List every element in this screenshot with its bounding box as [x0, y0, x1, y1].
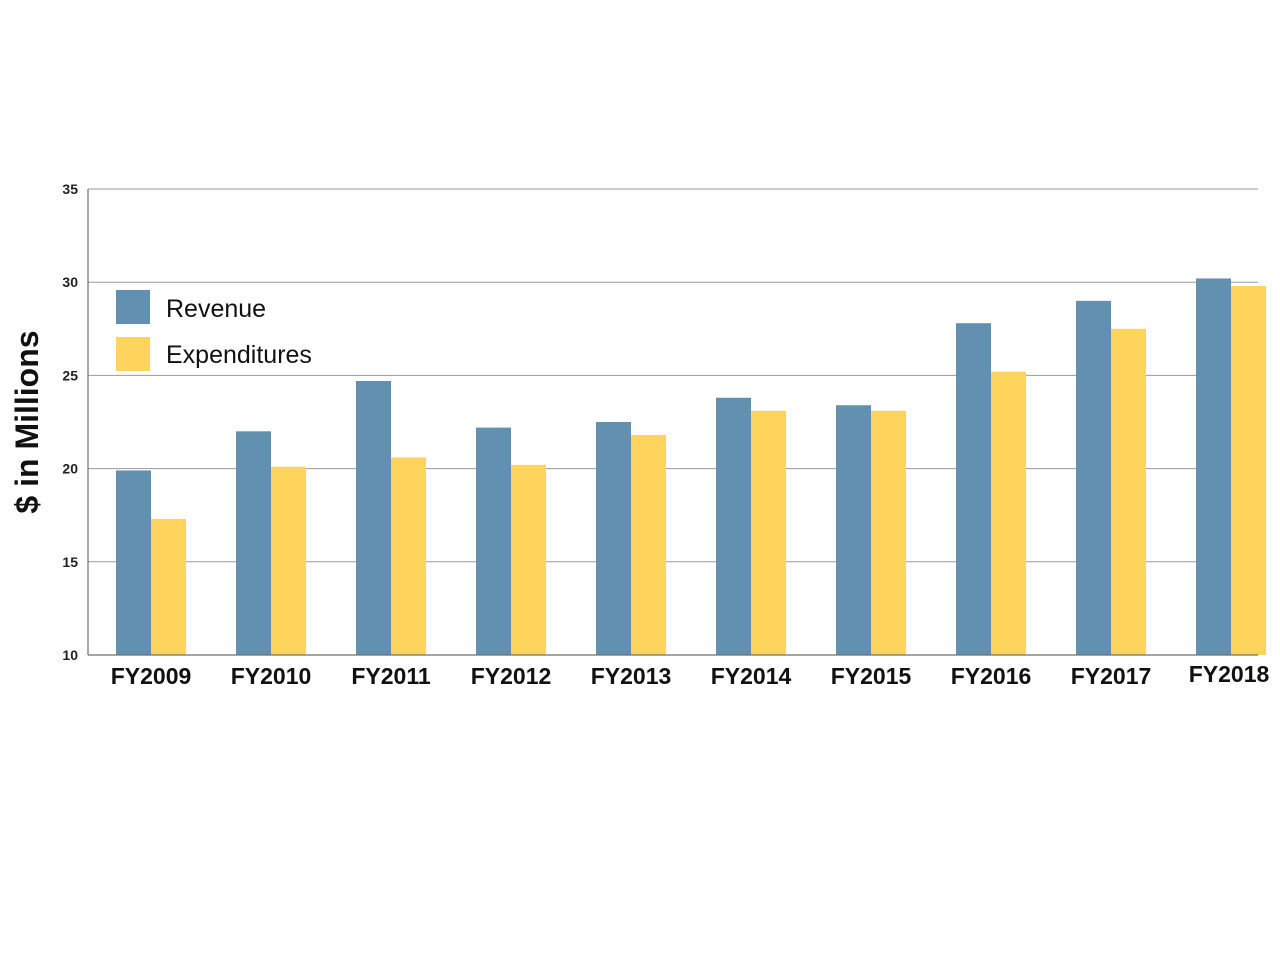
x-tick-label: FY2014 [711, 663, 792, 689]
legend: Revenue Expenditures [116, 290, 312, 371]
bar-revenue-fy2018 [1196, 278, 1231, 655]
y-tick-labels: 10 15 20 25 30 35 [62, 181, 78, 663]
bar-expenditures-fy2012 [511, 464, 546, 655]
bar-revenue-fy2012 [476, 427, 511, 655]
bar-expenditures-fy2015 [871, 410, 906, 655]
y-tick-label: 15 [62, 554, 78, 570]
x-tick-label: FY2010 [231, 663, 312, 689]
bar-expenditures-fy2017 [1111, 328, 1146, 655]
bar-revenue-fy2009 [116, 470, 151, 655]
x-tick-label: FY2009 [111, 663, 192, 689]
y-tick-label: 20 [62, 461, 78, 477]
y-tick-label: 35 [62, 181, 78, 197]
bar-expenditures-fy2009 [151, 518, 186, 655]
x-tick-label: FY2012 [471, 663, 552, 689]
y-tick-label: 10 [62, 647, 78, 663]
bar-revenue-fy2015 [836, 405, 871, 655]
legend-swatch-expenditures [116, 337, 150, 371]
x-tick-label: FY2018 [1189, 661, 1270, 687]
x-tick-label: FY2011 [351, 663, 430, 689]
bars [116, 278, 1266, 655]
bar-expenditures-fy2010 [271, 466, 306, 655]
bar-expenditures-fy2011 [391, 457, 426, 655]
y-axis-label: $ in Millions [9, 330, 45, 513]
bar-revenue-fy2011 [356, 380, 391, 655]
x-tick-label: FY2017 [1071, 663, 1152, 689]
bar-expenditures-fy2016 [991, 371, 1026, 655]
bar-revenue-fy2016 [956, 323, 991, 655]
y-tick-label: 25 [62, 367, 78, 383]
bar-expenditures-fy2014 [751, 410, 786, 655]
bar-revenue-fy2013 [596, 422, 631, 655]
legend-label-expenditures: Expenditures [166, 341, 312, 369]
bar-revenue-fy2010 [236, 431, 271, 655]
x-tick-label: FY2015 [831, 663, 912, 689]
bar-revenue-fy2014 [716, 397, 751, 655]
x-tick-label: FY2016 [951, 663, 1032, 689]
bar-expenditures-fy2013 [631, 435, 666, 655]
x-tick-label: FY2013 [591, 663, 672, 689]
x-tick-labels: FY2009 FY2010 FY2011 FY2012 FY2013 FY2014 FY20… [111, 661, 1270, 689]
bar-revenue-fy2017 [1076, 300, 1111, 655]
legend-label-revenue: Revenue [166, 295, 266, 323]
bar-expenditures-fy2018 [1231, 285, 1266, 655]
y-tick-label: 30 [62, 274, 78, 290]
axes [87, 189, 1258, 656]
legend-swatch-revenue [116, 290, 150, 324]
